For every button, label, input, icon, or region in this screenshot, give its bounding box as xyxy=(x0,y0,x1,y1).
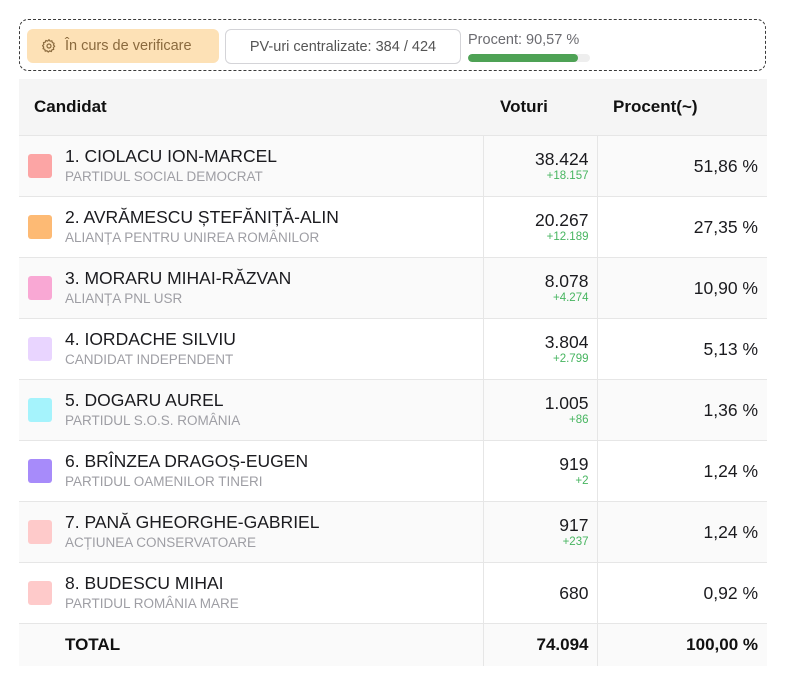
percent-cell: 5,13 % xyxy=(597,318,767,380)
votes-delta: +4.274 xyxy=(553,292,589,304)
candidate-name: 1. CIOLACU ION-MARCEL xyxy=(65,146,277,166)
candidate-cell: 4. IORDACHE SILVIU CANDIDAT INDEPENDENT xyxy=(19,318,483,380)
candidate-party: ACȚIUNEA CONSERVATOARE xyxy=(65,535,257,550)
party-color-swatch xyxy=(28,520,52,544)
progress-fill xyxy=(468,54,579,62)
table-row: 3. MORARU MIHAI-RĂZVAN ALIANȚA PNL USR 8.0… xyxy=(19,257,767,319)
pv-count-box: PV-uri centralizate: 384 / 424 xyxy=(225,29,461,64)
verification-status-label: În curs de verificare xyxy=(65,38,192,54)
percent-cell: 1,24 % xyxy=(597,501,767,563)
results-table: Candidat Voturi Procent(~) 1. CIOLACU IO… xyxy=(19,79,767,666)
party-color-swatch xyxy=(28,337,52,361)
candidate-party: ALIANȚA PNL USR xyxy=(65,291,183,306)
candidate-name: 4. IORDACHE SILVIU xyxy=(65,329,236,349)
candidate-cell: 7. PANĂ GHEORGHE-GABRIEL ACȚIUNEA CONSERV… xyxy=(19,501,483,563)
votes-delta: +86 xyxy=(568,414,589,426)
votes-count: 1.005 xyxy=(544,393,589,413)
votes-cell: 680 xyxy=(482,562,598,624)
candidate-party: PARTIDUL ROMÂNIA MARE xyxy=(65,596,239,611)
votes-count: 38.424 xyxy=(534,149,589,169)
table-row: 8. BUDESCU MIHAI PARTIDUL ROMÂNIA MARE 680… xyxy=(19,562,767,624)
candidate-party: ALIANȚA PENTRU UNIREA ROMÂNILOR xyxy=(65,230,320,245)
votes-cell: 20.267 +12.189 xyxy=(482,196,598,258)
verification-status-badge: În curs de verificare xyxy=(27,29,219,63)
votes-delta: +18.157 xyxy=(546,170,589,182)
table-row: 7. PANĂ GHEORGHE-GABRIEL ACȚIUNEA CONSERV… xyxy=(19,501,767,563)
percent-cell: 10,90 % xyxy=(597,257,767,319)
votes-cell: 1.005 +86 xyxy=(482,379,598,441)
votes-delta: +237 xyxy=(562,536,589,548)
percent-cell: 0,92 % xyxy=(597,562,767,624)
percent-cell: 27,35 % xyxy=(597,196,767,258)
candidate-cell: 5. DOGARU AUREL PARTIDUL S.O.S. ROMÂNIA xyxy=(19,379,483,441)
votes-count: 680 xyxy=(559,583,589,603)
gear-icon xyxy=(41,39,56,53)
candidate-party: PARTIDUL S.O.S. ROMÂNIA xyxy=(65,413,241,428)
candidate-name: 2. AVRĂMESCU ȘTEFĂNIȚĂ-ALIN xyxy=(65,207,339,227)
header-percent: Procent(~) xyxy=(597,79,767,136)
header-candidate: Candidat xyxy=(19,79,483,136)
status-bar: În curs de verificare PV-uri centralizat… xyxy=(19,19,766,71)
candidate-name: 7. PANĂ GHEORGHE-GABRIEL xyxy=(65,512,320,532)
candidate-cell: 2. AVRĂMESCU ȘTEFĂNIȚĂ-ALIN ALIANȚA PENTR… xyxy=(19,196,483,258)
candidate-party: PARTIDUL OAMENILOR TINERI xyxy=(65,474,263,489)
votes-cell: 919 +2 xyxy=(482,440,598,502)
votes-count: 3.804 xyxy=(544,332,589,352)
header-votes: Voturi xyxy=(483,79,597,136)
votes-count: 917 xyxy=(559,515,589,535)
votes-cell: 3.804 +2.799 xyxy=(482,318,598,380)
percent-cell: 1,24 % xyxy=(597,440,767,502)
table-row: 5. DOGARU AUREL PARTIDUL S.O.S. ROMÂNIA 1.… xyxy=(19,379,767,441)
table-row: 2. AVRĂMESCU ȘTEFĂNIȚĂ-ALIN ALIANȚA PENTR… xyxy=(19,196,767,258)
table-row: 6. BRÎNZEA DRAGOȘ-EUGEN PARTIDUL OAMENILO… xyxy=(19,440,767,502)
candidate-party: PARTIDUL SOCIAL DEMOCRAT xyxy=(65,169,263,184)
votes-count: 8.078 xyxy=(544,271,589,291)
votes-cell: 38.424 +18.157 xyxy=(482,135,598,197)
party-color-swatch xyxy=(28,398,52,422)
candidate-cell: 6. BRÎNZEA DRAGOȘ-EUGEN PARTIDUL OAMENILO… xyxy=(19,440,483,502)
table-row: 1. CIOLACU ION-MARCEL PARTIDUL SOCIAL DEM… xyxy=(19,135,767,197)
percent-cell: 51,86 % xyxy=(597,135,767,197)
candidate-name: 6. BRÎNZEA DRAGOȘ-EUGEN xyxy=(65,451,309,471)
votes-count: 20.267 xyxy=(534,210,589,230)
percent-cell: 1,36 % xyxy=(597,379,767,441)
party-color-swatch xyxy=(28,276,52,300)
votes-cell: 917 +237 xyxy=(482,501,598,563)
party-color-swatch xyxy=(28,215,52,239)
progress-track xyxy=(468,54,590,62)
votes-count: 919 xyxy=(559,454,589,474)
candidate-name: 8. BUDESCU MIHAI xyxy=(65,573,224,593)
pv-count-label: PV-uri centralizate: 384 / 424 xyxy=(249,38,437,55)
table-row: 4. IORDACHE SILVIU CANDIDAT INDEPENDENT 3.… xyxy=(19,318,767,380)
votes-delta: +2.799 xyxy=(553,353,589,365)
table-header: Candidat Voturi Procent(~) xyxy=(19,79,767,136)
votes-delta: +2 xyxy=(575,475,589,487)
party-color-swatch xyxy=(28,459,52,483)
candidate-party: CANDIDAT INDEPENDENT xyxy=(65,352,234,367)
percent-label: Procent: 90,57 % xyxy=(468,32,580,48)
percent-progress: Procent: 90,57 % xyxy=(468,31,594,62)
party-color-swatch xyxy=(28,154,52,178)
candidate-cell: 8. BUDESCU MIHAI PARTIDUL ROMÂNIA MARE xyxy=(19,562,483,624)
votes-delta: +12.189 xyxy=(546,231,589,243)
party-color-swatch xyxy=(28,581,52,605)
total-percent: 100,00 % xyxy=(597,623,767,666)
votes-cell: 8.078 +4.274 xyxy=(482,257,598,319)
total-row: TOTAL 74.094 100,00 % xyxy=(19,623,767,666)
total-votes: 74.094 xyxy=(482,623,598,666)
total-label: TOTAL xyxy=(19,623,483,666)
candidate-name: 5. DOGARU AUREL xyxy=(65,390,224,410)
candidate-cell: 1. CIOLACU ION-MARCEL PARTIDUL SOCIAL DEM… xyxy=(19,135,483,197)
candidate-cell: 3. MORARU MIHAI-RĂZVAN ALIANȚA PNL USR xyxy=(19,257,483,319)
candidate-name: 3. MORARU MIHAI-RĂZVAN xyxy=(65,268,292,288)
